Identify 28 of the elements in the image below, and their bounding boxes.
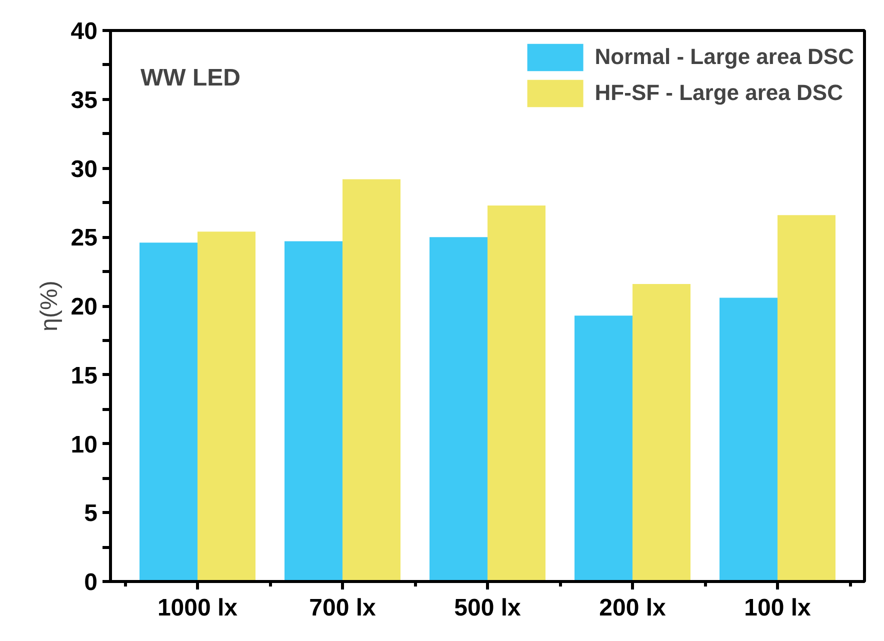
y-tick-label: 25 xyxy=(70,224,98,252)
y-tick-label: 35 xyxy=(70,86,98,114)
bar xyxy=(632,284,690,582)
x-tick-label: 1000 lx xyxy=(157,594,238,622)
y-tick-label: 5 xyxy=(84,500,98,528)
y-tick-label: 0 xyxy=(84,569,98,596)
y-tick-label: 20 xyxy=(70,294,98,320)
bar xyxy=(574,316,632,582)
bar xyxy=(342,179,400,582)
legend-label: HF-SF - Large area DSC xyxy=(594,80,843,106)
bar xyxy=(198,232,256,582)
x-tick-label: 100 lx xyxy=(744,594,812,622)
bar xyxy=(720,298,778,582)
bar xyxy=(284,241,342,582)
x-tick-label: 500 lx xyxy=(454,594,522,622)
x-tick-label: 200 lx xyxy=(599,594,667,622)
y-axis-title: η(%) xyxy=(36,280,63,332)
annotation: WW LED xyxy=(140,64,240,92)
bar xyxy=(778,215,836,582)
bar xyxy=(140,242,198,582)
y-tick-label: 30 xyxy=(70,156,98,183)
y-tick-label: 40 xyxy=(70,18,98,45)
y-tick-label: 10 xyxy=(70,431,98,458)
bar xyxy=(430,237,488,582)
legend-label: Normal - Large area DSC xyxy=(594,44,854,70)
y-tick-label: 15 xyxy=(70,362,98,390)
bar xyxy=(488,205,546,582)
x-tick-label: 700 lx xyxy=(309,594,377,622)
